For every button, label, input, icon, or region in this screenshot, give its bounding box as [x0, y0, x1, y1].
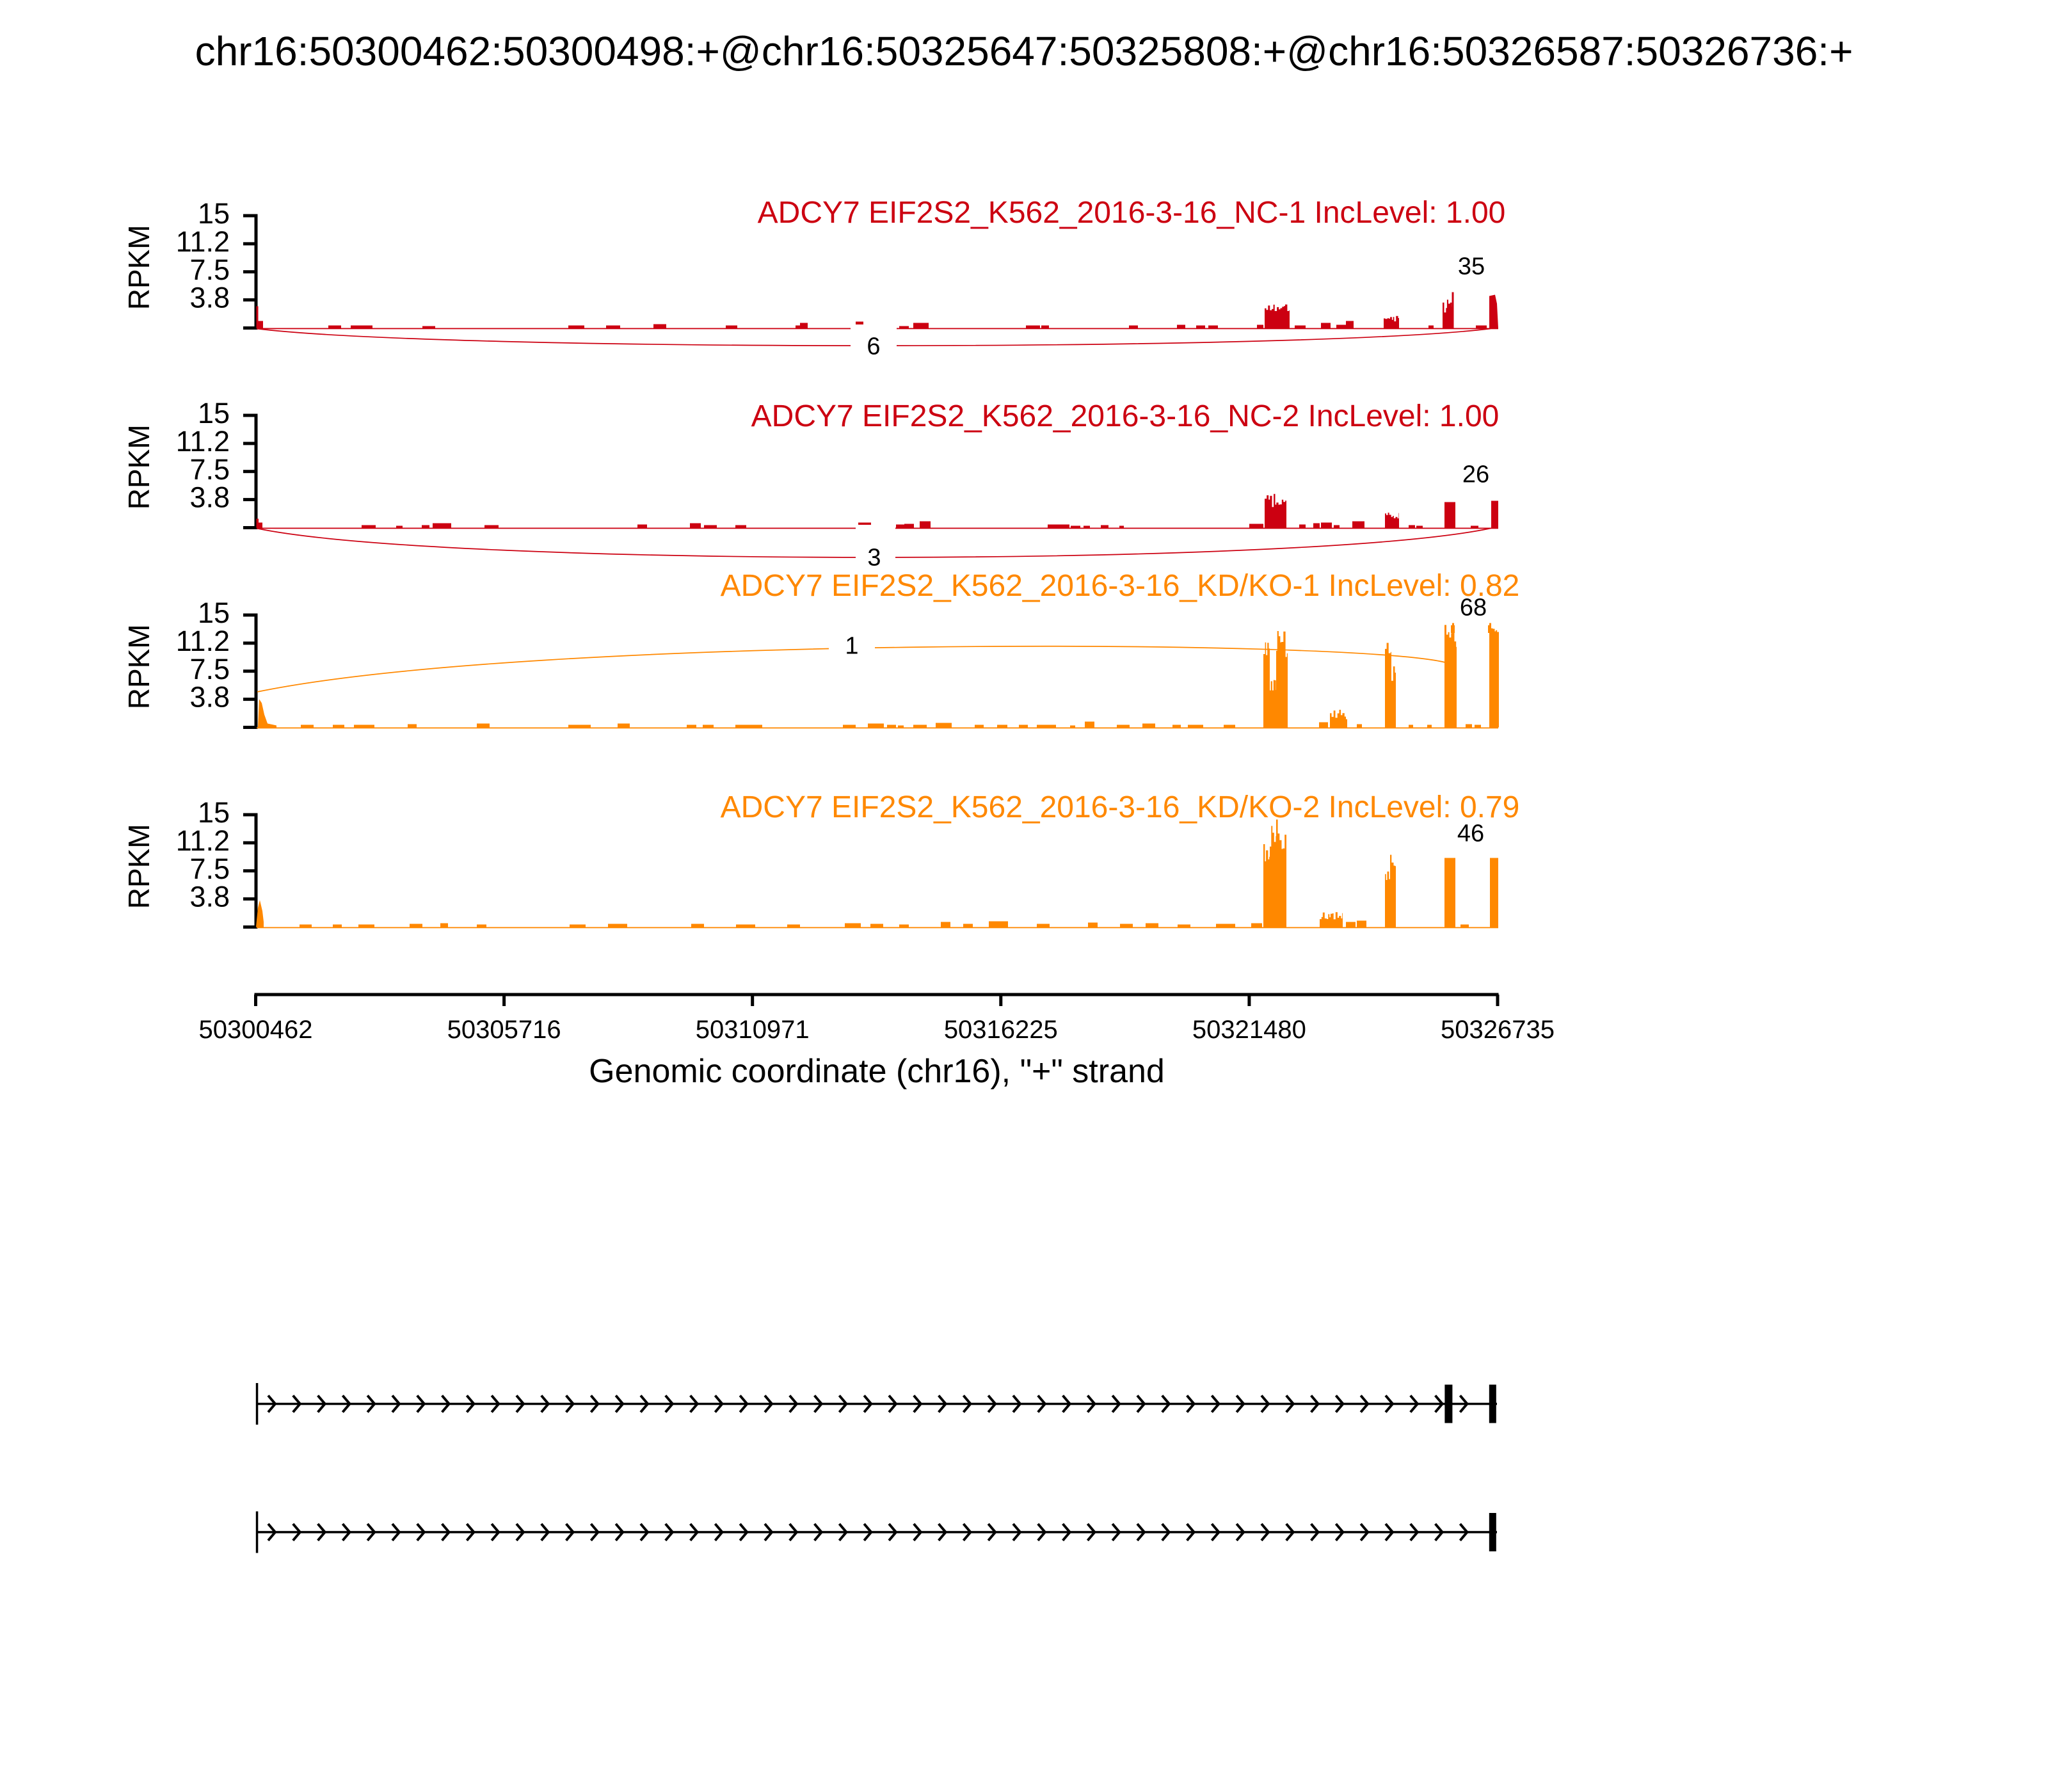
svg-text:3: 3	[867, 545, 881, 572]
svg-text:7.5: 7.5	[189, 653, 230, 685]
svg-text:11.2: 11.2	[176, 425, 230, 458]
svg-text:35: 35	[1458, 253, 1485, 280]
svg-text:ADCY7 EIF2S2_K562_2016-3-16_KD: ADCY7 EIF2S2_K562_2016-3-16_KD/KO-1 IncL…	[721, 569, 1520, 603]
svg-text:11.2: 11.2	[176, 225, 230, 258]
svg-text:7.5: 7.5	[189, 852, 230, 885]
svg-text:RPKM: RPKM	[122, 624, 156, 709]
svg-text:3.8: 3.8	[189, 481, 230, 514]
svg-text:50305716: 50305716	[447, 1016, 561, 1044]
svg-text:Genomic coordinate (chr16), "+: Genomic coordinate (chr16), "+" strand	[589, 1053, 1165, 1090]
svg-text:RPKM: RPKM	[122, 225, 156, 310]
svg-text:11.2: 11.2	[176, 625, 230, 657]
svg-text:15: 15	[198, 397, 230, 429]
svg-text:50300462: 50300462	[199, 1016, 313, 1044]
svg-text:RPKM: RPKM	[122, 824, 156, 909]
svg-text:15: 15	[198, 796, 230, 829]
svg-text:68: 68	[1460, 595, 1487, 621]
svg-text:50310971: 50310971	[696, 1016, 810, 1044]
svg-text:1: 1	[845, 633, 858, 660]
svg-text:7.5: 7.5	[189, 253, 230, 286]
svg-text:26: 26	[1462, 461, 1489, 488]
svg-text:11.2: 11.2	[176, 824, 230, 857]
svg-text:50326735: 50326735	[1441, 1016, 1555, 1044]
svg-text:15: 15	[198, 596, 230, 629]
svg-text:3.8: 3.8	[189, 282, 230, 314]
svg-text:3.8: 3.8	[189, 681, 230, 714]
svg-text:50321480: 50321480	[1192, 1016, 1306, 1044]
svg-text:ADCY7 EIF2S2_K562_2016-3-16_KD: ADCY7 EIF2S2_K562_2016-3-16_KD/KO-2 IncL…	[721, 790, 1520, 824]
svg-text:15: 15	[198, 197, 230, 230]
svg-text:3.8: 3.8	[189, 881, 230, 913]
svg-text:7.5: 7.5	[189, 453, 230, 486]
svg-text:46: 46	[1457, 820, 1484, 847]
svg-text:ADCY7 EIF2S2_K562_2016-3-16_NC: ADCY7 EIF2S2_K562_2016-3-16_NC-2 IncLeve…	[751, 399, 1500, 433]
svg-text:RPKM: RPKM	[122, 424, 156, 509]
svg-text:ADCY7 EIF2S2_K562_2016-3-16_NC: ADCY7 EIF2S2_K562_2016-3-16_NC-1 IncLeve…	[758, 196, 1506, 230]
svg-text:chr16:50300462:50300498:+@chr1: chr16:50300462:50300498:+@chr16:50325647…	[195, 28, 1853, 74]
svg-text:50316225: 50316225	[944, 1016, 1058, 1044]
svg-text:6: 6	[867, 333, 880, 360]
